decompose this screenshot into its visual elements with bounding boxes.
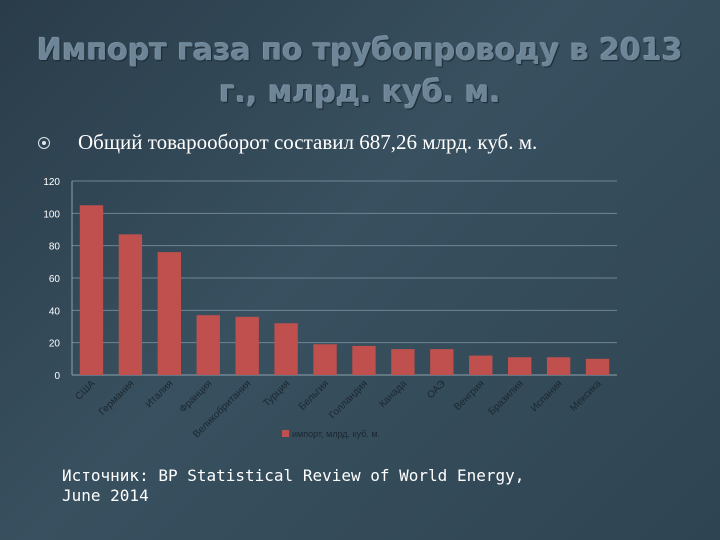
bar-2 bbox=[157, 252, 181, 375]
y-tick-label: 0 bbox=[54, 371, 60, 382]
source-line-2: June 2014 bbox=[62, 486, 149, 505]
legend-swatch bbox=[282, 430, 289, 437]
circle-bullet-icon bbox=[38, 137, 50, 149]
x-tick-label: Франция bbox=[178, 378, 215, 415]
y-tick-label: 60 bbox=[49, 274, 61, 285]
legend-label: импорт, млрд. куб. м. bbox=[292, 429, 380, 439]
bar-4 bbox=[235, 316, 259, 375]
bar-7 bbox=[352, 345, 376, 375]
bar-12 bbox=[546, 357, 571, 375]
bar-6 bbox=[313, 344, 337, 375]
bar-1 bbox=[118, 234, 143, 375]
x-tick-label: Италия bbox=[144, 378, 176, 410]
x-tick-label: Турция bbox=[261, 378, 292, 409]
source-line-1: Источник: BP Statistical Review of World… bbox=[62, 466, 525, 485]
slide-title: Импорт газа по трубопроводу в 2013 г., м… bbox=[37, 33, 683, 110]
bar-11 bbox=[508, 357, 532, 375]
x-tick-label: Голландия bbox=[327, 378, 370, 421]
x-tick-label: Германия bbox=[97, 378, 136, 417]
bar-5 bbox=[274, 323, 298, 375]
y-tick-label: 20 bbox=[49, 339, 61, 350]
y-tick-label: 100 bbox=[43, 209, 60, 220]
y-tick-label: 80 bbox=[49, 242, 61, 253]
bar-3 bbox=[196, 315, 220, 375]
y-tick-label: 120 bbox=[43, 177, 60, 188]
x-tick-label: ОАЭ bbox=[425, 378, 448, 401]
x-tick-label: Бельгия bbox=[297, 378, 331, 412]
y-tick-label: 40 bbox=[49, 306, 61, 317]
bar-9 bbox=[430, 349, 454, 375]
x-tick-label: Венгрия bbox=[452, 378, 487, 413]
x-tick-label: США bbox=[73, 378, 97, 402]
x-tick-label: Мексика bbox=[568, 378, 604, 414]
import-bar-chart: 0 20 40 60 80 100 120 США Германия Италия Франция В… bbox=[43, 177, 617, 440]
x-tick-label: Бразилия bbox=[486, 378, 525, 417]
x-tick-label: Канада bbox=[377, 378, 409, 410]
bar-8 bbox=[391, 349, 415, 375]
bar-10 bbox=[469, 355, 493, 375]
bar-13 bbox=[585, 358, 610, 375]
bar-0 bbox=[79, 205, 104, 375]
x-tick-label: Испания bbox=[529, 378, 565, 414]
summary-text: Общий товарооборот составил 687,26 млрд.… bbox=[78, 130, 538, 154]
source-note: Источник: BP Statistical Review of World… bbox=[62, 466, 702, 506]
